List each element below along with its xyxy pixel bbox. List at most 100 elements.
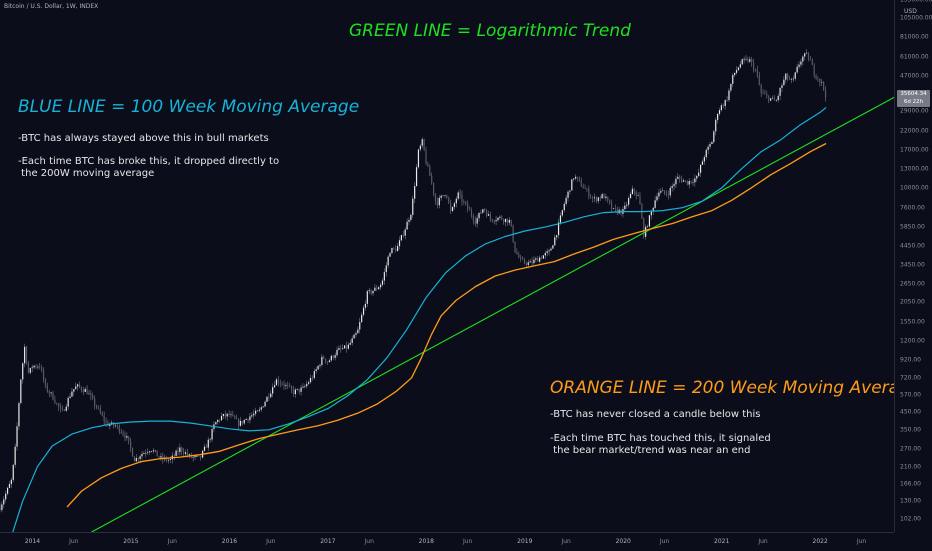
candle-up xyxy=(487,214,490,216)
candle-up xyxy=(777,95,779,101)
candle-up xyxy=(24,346,26,364)
candle-down xyxy=(234,415,236,419)
time-tick-label: Jun xyxy=(69,538,79,545)
candle-up xyxy=(71,391,73,397)
last-price-value: 35604.34 xyxy=(900,91,927,97)
candle-up xyxy=(495,220,497,222)
candle-up xyxy=(152,450,154,452)
candle-down xyxy=(97,407,100,409)
price-tick-label: 3450.00 xyxy=(900,261,925,269)
candle-down xyxy=(506,218,509,223)
candle-up xyxy=(415,167,418,187)
candle-up xyxy=(692,182,694,183)
candle-down xyxy=(787,73,789,79)
price-chart[interactable] xyxy=(0,0,894,532)
candle-up xyxy=(743,59,745,60)
candle-up xyxy=(357,329,359,334)
candle-up xyxy=(508,219,510,223)
candle-down xyxy=(56,403,58,404)
candle-up xyxy=(65,406,67,411)
candle-up xyxy=(169,459,172,460)
candle-down xyxy=(773,97,776,101)
candle-up xyxy=(499,216,501,218)
candle-up xyxy=(308,382,310,384)
candle-up xyxy=(790,79,793,80)
candle-down xyxy=(128,436,130,442)
price-tick-label: 270.00 xyxy=(900,445,921,453)
price-tick-label: 130.00 xyxy=(900,497,921,505)
candle-up xyxy=(88,393,90,395)
candle-down xyxy=(423,139,425,151)
candle-down xyxy=(463,201,465,203)
candle-down xyxy=(468,208,471,211)
candle-up xyxy=(317,365,319,370)
candle-up xyxy=(203,446,206,451)
time-axis[interactable]: 2014 Jun 2015 Jun 2016 Jun 2017 Jun 2018 Jun 2019 J… xyxy=(0,532,894,551)
price-tick-label: 81000.00 xyxy=(900,33,929,41)
price-axis[interactable]: 135000.00 105000.00 81000.00 61000.00 47000.… xyxy=(894,0,932,532)
candle-down xyxy=(472,215,474,221)
candle-up xyxy=(745,58,747,60)
candle-down xyxy=(537,258,539,262)
candle-down xyxy=(122,432,124,435)
candle-down xyxy=(436,201,438,206)
candle-up xyxy=(10,479,12,485)
candle-down xyxy=(370,290,372,294)
candle-up xyxy=(328,360,331,363)
candle-up xyxy=(637,195,639,197)
candle-down xyxy=(592,197,594,199)
candle-up xyxy=(533,259,535,264)
candle-down xyxy=(35,365,37,368)
price-tick-label: 22000.00 xyxy=(900,127,929,135)
last-price-badge: 35604.34 6d 22h xyxy=(897,90,930,107)
candle-up xyxy=(154,450,156,452)
candle-down xyxy=(0,507,1,511)
candle-up xyxy=(438,197,440,206)
candle-down xyxy=(103,415,105,422)
price-tick-label: 4450.00 xyxy=(900,242,925,250)
ma100-line xyxy=(12,106,827,532)
candle-up xyxy=(711,142,713,144)
candle-up xyxy=(770,98,772,101)
candle-up xyxy=(270,393,272,398)
candle-down xyxy=(198,455,200,457)
candle-up xyxy=(739,64,741,68)
candle-up xyxy=(775,100,777,101)
price-tick-label: 61000.00 xyxy=(900,53,929,61)
candle-down xyxy=(224,413,226,417)
candle-up xyxy=(243,419,245,424)
candle-up xyxy=(779,87,781,96)
candle-up xyxy=(319,364,321,366)
candles-layer xyxy=(0,49,827,513)
candle-up xyxy=(184,452,187,454)
candle-up xyxy=(412,198,414,215)
candle-down xyxy=(474,220,476,224)
orange-line-note-1: -BTC has never closed a candle below thi… xyxy=(550,409,761,420)
candle-down xyxy=(459,192,461,195)
candle-down xyxy=(823,81,825,90)
candle-up xyxy=(344,345,346,349)
candle-up xyxy=(294,389,296,395)
candle-up xyxy=(8,484,11,488)
candle-up xyxy=(321,356,323,365)
candle-down xyxy=(635,191,637,196)
time-tick-label: 2016 xyxy=(221,538,238,545)
candle-up xyxy=(147,452,149,453)
candle-up xyxy=(478,212,480,219)
candle-down xyxy=(788,78,791,80)
time-tick-label: 2014 xyxy=(24,538,41,545)
candle-up xyxy=(351,338,353,343)
candle-up xyxy=(368,290,370,292)
candle-up xyxy=(629,193,632,199)
candle-up xyxy=(67,397,69,407)
candle-up xyxy=(3,499,5,505)
candle-up xyxy=(12,464,14,480)
candle-up xyxy=(313,371,315,379)
candle-up xyxy=(805,52,808,54)
candle-up xyxy=(245,418,247,420)
candle-up xyxy=(334,355,336,358)
candle-up xyxy=(143,452,145,454)
candle-up xyxy=(559,215,562,223)
candle-down xyxy=(470,210,473,216)
candle-up xyxy=(31,367,33,368)
